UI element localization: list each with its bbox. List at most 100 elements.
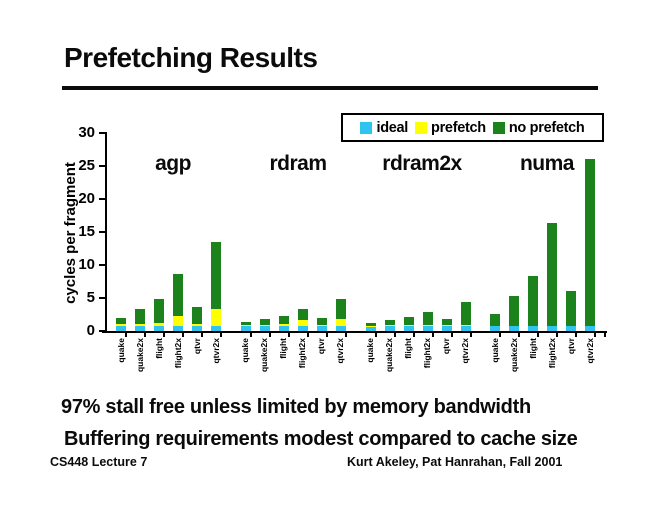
bar-segment-no-prefetch: [585, 159, 596, 327]
bar-segment-ideal: [403, 326, 414, 331]
category-label: flight: [278, 338, 289, 359]
bar-segment-no-prefetch: [566, 291, 577, 327]
bar-segment-no-prefetch: [278, 315, 289, 325]
x-axis-tick: [537, 333, 540, 337]
legend-item-prefetch: prefetch: [415, 120, 486, 136]
category-label: quake2x: [508, 338, 519, 373]
x-axis-tick: [287, 333, 290, 337]
bar-segment-no-prefetch: [192, 307, 202, 325]
x-axis-tick: [268, 333, 271, 337]
x-axis-tick: [306, 333, 309, 337]
bar-segment-ideal: [566, 326, 577, 331]
group-label-agp: agp: [155, 152, 191, 175]
x-axis-tick: [163, 333, 165, 337]
category-label: flight2x: [297, 338, 308, 369]
y-axis-tick: [99, 231, 106, 233]
x-axis-tick: [575, 333, 578, 337]
bar-segment-prefetch: [335, 319, 346, 327]
bar-segment-ideal: [316, 326, 327, 331]
bar-segment-no-prefetch: [528, 276, 539, 327]
x-axis-tick: [144, 333, 146, 337]
bar-segment-no-prefetch: [384, 320, 395, 326]
bar-segment-ideal: [490, 326, 501, 331]
bar-segment-ideal: [154, 326, 164, 331]
legend-label-prefetch: prefetch: [431, 119, 486, 136]
footer-authors: Kurt Akeley, Pat Hanrahan, Fall 2001: [347, 455, 563, 469]
bar-segment-ideal: [422, 326, 433, 331]
bar-segment-no-prefetch: [173, 274, 183, 316]
bar-segment-no-prefetch: [211, 241, 221, 309]
legend-item-no-prefetch: no prefetch: [492, 119, 585, 136]
group-label-rdram2x: rdram2x: [382, 152, 462, 175]
y-axis-tick-label: 25: [78, 157, 95, 174]
bullet-text-2: Buffering requirements modest compared t…: [64, 428, 578, 450]
category-label: flight2x: [546, 338, 557, 369]
category-label: qtvr: [316, 338, 327, 355]
x-axis-tick: [249, 333, 252, 337]
x-axis-tick: [393, 333, 396, 337]
bar-segment-prefetch: [422, 325, 433, 327]
category-label: qtvr2x: [460, 338, 471, 364]
x-axis-tick: [431, 333, 434, 337]
bar-segment-prefetch: [135, 323, 145, 327]
bar-segment-ideal: [297, 326, 308, 331]
x-axis-tick: [594, 333, 597, 337]
slide-title: Prefetching Results: [64, 42, 318, 73]
bar-segment-ideal: [173, 326, 183, 331]
bar-segment-ideal: [135, 326, 145, 331]
y-axis-tick-label: 30: [78, 124, 95, 141]
group-label-numa: numa: [519, 152, 575, 175]
bar-segment-ideal: [278, 326, 289, 331]
footer-course: CS448 Lecture 7: [50, 455, 148, 469]
bar-segment-prefetch: [154, 323, 164, 327]
x-axis-tick: [201, 333, 203, 337]
category-label: qtvr: [441, 338, 452, 355]
category-label: flight: [153, 338, 164, 359]
bar-segment-ideal: [547, 326, 558, 331]
bar-segment-no-prefetch: [297, 308, 308, 321]
bar-segment-prefetch: [173, 315, 183, 327]
x-axis-tick: [518, 333, 521, 337]
category-label: quake: [365, 338, 376, 363]
bar-segment-ideal: [585, 326, 596, 331]
x-axis-tick: [556, 333, 559, 337]
bar-segment-no-prefetch: [547, 223, 558, 327]
category-label: quake: [240, 338, 251, 363]
bar-segment-ideal: [528, 326, 539, 331]
category-label: qtvr2x: [584, 338, 595, 364]
bar-segment-prefetch: [441, 325, 452, 327]
bar-segment-prefetch: [384, 325, 395, 327]
category-label: quake2x: [259, 338, 270, 373]
y-axis-line: [105, 132, 107, 333]
bar-segment-no-prefetch: [441, 319, 452, 326]
bar-segment-no-prefetch: [490, 313, 501, 327]
bar-segment-no-prefetch: [509, 296, 520, 327]
category-label: flight2x: [172, 338, 183, 369]
bar-segment-ideal: [509, 326, 520, 331]
legend-label-ideal: ideal: [376, 119, 409, 136]
category-label: flight: [403, 338, 414, 359]
bar-segment-no-prefetch: [460, 301, 471, 325]
prefetch-swatch-icon: [415, 121, 428, 134]
y-axis-tick: [99, 132, 106, 134]
bar-segment-ideal: [192, 326, 202, 331]
ideal-swatch-icon: [360, 121, 373, 134]
bar-segment-no-prefetch: [403, 317, 414, 326]
bar-segment-ideal: [441, 326, 452, 331]
y-axis-tick-label: 10: [78, 256, 95, 273]
x-axis-tick: [450, 333, 453, 337]
bar-segment-prefetch: [403, 325, 414, 327]
bar-segment-prefetch: [278, 324, 289, 327]
x-axis-tick: [182, 333, 184, 337]
y-axis-tick: [99, 165, 106, 167]
x-axis-tick: [604, 333, 606, 337]
category-label: flight: [527, 338, 538, 359]
bar-segment-prefetch: [116, 324, 126, 327]
bar-segment-ideal: [240, 326, 251, 331]
bar-segment-no-prefetch: [154, 299, 164, 324]
x-axis-tick: [220, 333, 222, 337]
x-axis-tick: [374, 333, 377, 337]
legend-label-no-prefetch: no prefetch: [508, 119, 585, 136]
bar-segment-no-prefetch: [335, 299, 346, 320]
